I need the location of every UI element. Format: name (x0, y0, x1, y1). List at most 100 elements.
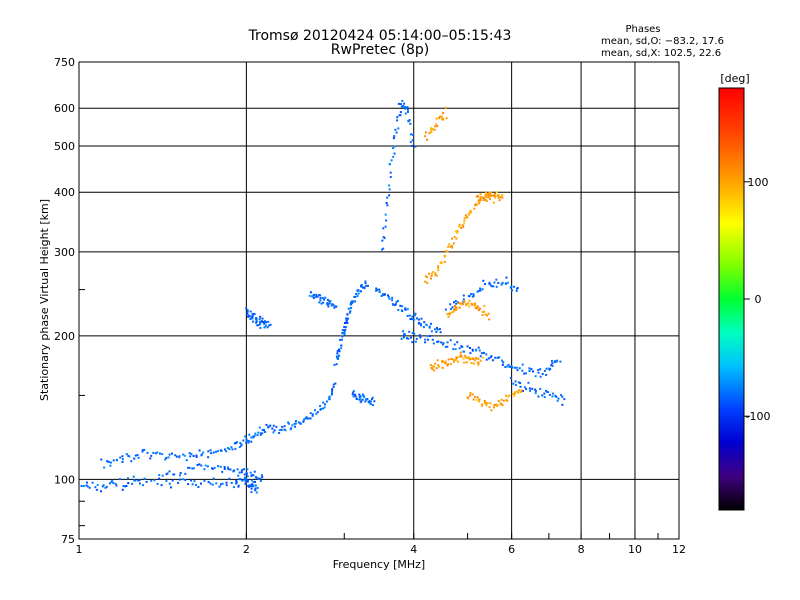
data-point (221, 482, 224, 485)
data-point (428, 325, 431, 328)
data-point (260, 320, 263, 323)
data-point (437, 269, 440, 272)
data-point (418, 318, 420, 321)
data-point (80, 485, 83, 487)
data-point (271, 427, 274, 430)
data-point (455, 306, 458, 309)
data-point (545, 367, 548, 370)
data-point (397, 127, 400, 130)
data-point (447, 363, 450, 365)
data-point (406, 315, 409, 317)
y-tick-label: 500 (54, 140, 75, 153)
phases-legend: Phases mean, sd,O: −83.2, 17.6 mean, sd,… (601, 24, 724, 59)
data-point (434, 125, 437, 128)
data-point (392, 137, 395, 140)
data-point (403, 333, 406, 336)
data-point (555, 360, 558, 363)
data-point (245, 473, 248, 476)
data-point (473, 395, 476, 398)
data-point (263, 320, 266, 323)
data-point (482, 199, 485, 201)
data-point (215, 482, 218, 485)
data-point (454, 230, 457, 233)
data-point (388, 297, 391, 300)
data-point (453, 235, 456, 238)
data-point (430, 128, 433, 131)
data-point (552, 392, 554, 395)
data-point (444, 345, 447, 348)
data-point (216, 450, 219, 453)
data-point (95, 488, 98, 491)
data-point (315, 293, 318, 296)
data-point (128, 455, 131, 458)
data-point (408, 330, 411, 333)
data-point (247, 485, 250, 488)
data-point (207, 481, 210, 483)
x-tick-label: 8 (578, 543, 585, 556)
data-point (537, 369, 540, 371)
data-point (183, 454, 186, 457)
data-point (472, 293, 475, 295)
data-point (444, 106, 447, 109)
data-point (316, 411, 319, 414)
data-point (550, 364, 553, 367)
data-point (136, 454, 139, 457)
data-point (502, 399, 505, 402)
data-point (451, 311, 454, 314)
data-point (225, 484, 228, 487)
data-point (350, 306, 353, 309)
phases-legend-x: mean, sd,X: 102.5, 22.6 (601, 48, 721, 59)
data-point (328, 299, 330, 302)
data-point (453, 360, 455, 363)
data-point (462, 225, 465, 228)
data-point (322, 407, 324, 410)
data-point (497, 356, 500, 359)
data-point (246, 475, 249, 478)
data-point (373, 400, 376, 403)
data-point (490, 194, 492, 197)
data-point (259, 480, 262, 482)
data-point (469, 394, 472, 397)
x-tick-label: 10 (628, 543, 642, 556)
data-point (388, 194, 391, 197)
data-point (386, 196, 389, 199)
data-point (267, 320, 270, 323)
data-point (164, 458, 167, 461)
data-point (198, 449, 201, 452)
y-tick-label: 200 (54, 330, 75, 343)
data-point (484, 402, 487, 405)
data-point (319, 294, 322, 297)
data-point (397, 102, 400, 105)
data-point (409, 141, 412, 144)
data-point (442, 117, 445, 120)
data-point (468, 211, 471, 214)
data-point (228, 448, 231, 451)
data-point (207, 450, 210, 453)
data-point (328, 302, 331, 305)
data-point (486, 402, 489, 405)
data-point (404, 112, 407, 115)
data-point (333, 306, 336, 309)
data-point (398, 114, 401, 117)
data-point (451, 237, 453, 240)
data-point (341, 329, 344, 331)
data-point (332, 385, 335, 388)
data-point (121, 488, 124, 491)
data-point (521, 369, 524, 372)
data-point (361, 393, 364, 396)
data-point (249, 310, 252, 313)
data-point (130, 460, 133, 463)
data-point (485, 353, 488, 356)
data-point (291, 424, 294, 427)
data-point (166, 472, 169, 475)
data-point (192, 455, 195, 457)
data-point (161, 474, 164, 477)
data-point (355, 292, 358, 295)
data-point (446, 341, 449, 344)
data-point (408, 314, 411, 317)
data-point (400, 337, 403, 340)
data-point (467, 213, 470, 216)
data-point (143, 448, 146, 451)
data-point (392, 155, 395, 158)
data-point (318, 301, 321, 304)
